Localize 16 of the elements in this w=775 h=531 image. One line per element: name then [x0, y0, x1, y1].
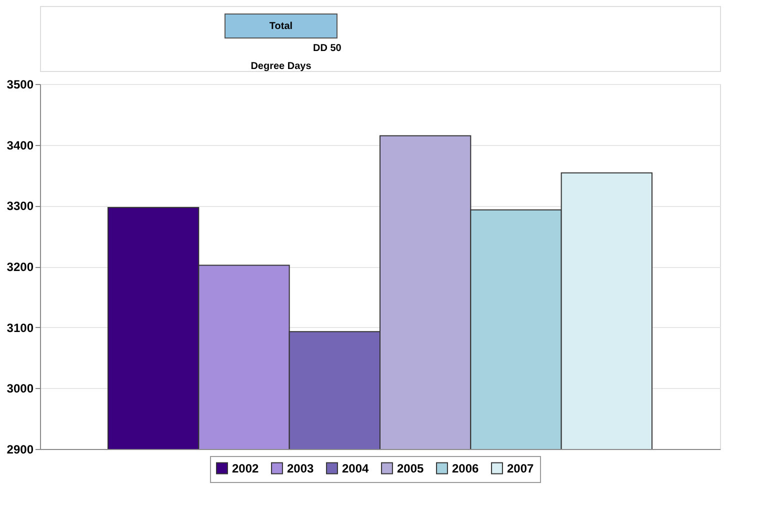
legend-label: 2005	[397, 461, 424, 476]
y-tick-label: 2900	[6, 442, 34, 456]
legend-label: 2007	[507, 461, 534, 476]
legend-label: 2002	[232, 461, 260, 476]
y-tick-label: 3200	[6, 260, 34, 274]
y-tick-label: 3300	[6, 199, 34, 214]
legend-label: 2003	[287, 461, 314, 476]
chart-title: Degree Days	[250, 61, 312, 72]
text: DD 50	[313, 43, 342, 54]
legend-label: 2006	[452, 461, 480, 476]
y-tick-label: 3000	[6, 382, 34, 396]
text: Total	[269, 21, 293, 32]
y-tick-label: 3500	[6, 78, 34, 92]
y-tick-label: 3100	[6, 320, 34, 335]
legend-label: 2004	[342, 461, 370, 476]
y-tick-label: 3400	[6, 138, 34, 152]
